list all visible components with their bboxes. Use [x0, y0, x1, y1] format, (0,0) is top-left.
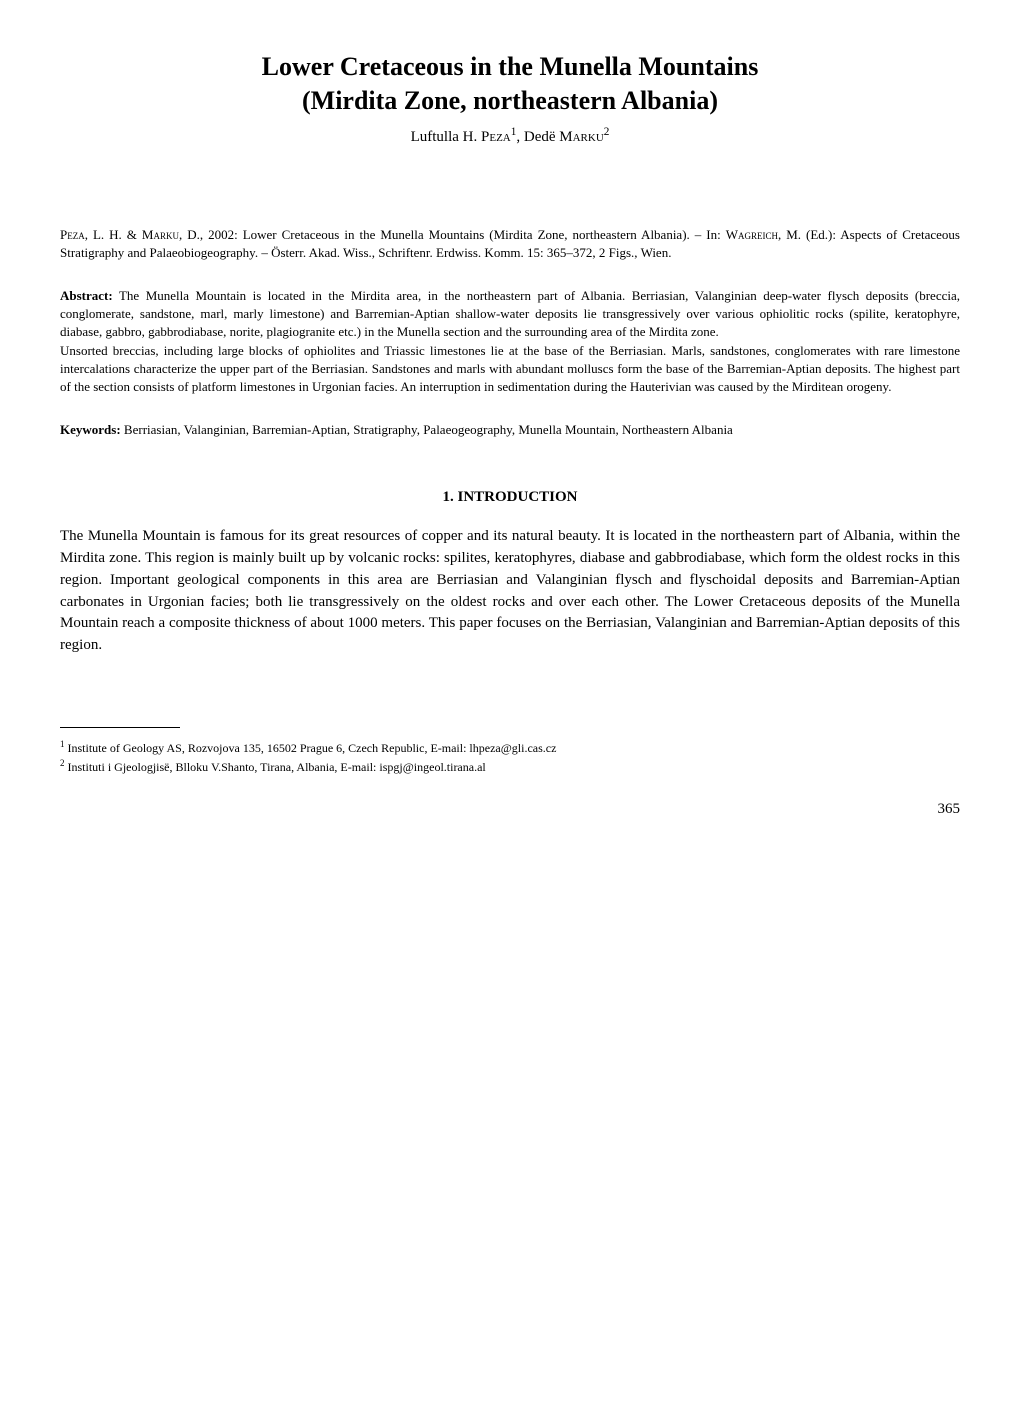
author1-surname: eza [489, 129, 510, 145]
citation-block: Peza, L. H. & Marku, D., 2002: Lower Cre… [60, 226, 960, 262]
footnote-1-text: Institute of Geology AS, Rozvojova 135, … [65, 741, 557, 755]
footnote-2-text: Instituti i Gjeologjisë, Blloku V.Shanto… [65, 760, 486, 774]
keywords-block: Keywords: Berriasian, Valanginian, Barre… [60, 421, 960, 439]
abstract-para1: The Munella Mountain is located in the M… [60, 288, 960, 339]
section-heading-introduction: 1. INTRODUCTION [60, 489, 960, 506]
abstract-label: Abstract: [60, 288, 113, 303]
title-line-2: (Mirdita Zone, northeastern Albania) [302, 86, 718, 115]
citation-author2: Marku [142, 227, 179, 242]
keywords-text: Berriasian, Valanginian, Barremian-Aptia… [121, 422, 733, 437]
citation-editor: Wagreich [726, 227, 778, 242]
authors-line: Luftulla H. Peza1, Dedë Marku2 [60, 126, 960, 146]
citation-text1: , L. H. & [85, 227, 142, 242]
author1-name: Luftulla H. P [411, 129, 490, 145]
title-line-1: Lower Cretaceous in the Munella Mountain… [262, 52, 759, 81]
footnote-2: 2 Instituti i Gjeologjisë, Blloku V.Shan… [60, 757, 960, 776]
author2-affil-sup: 2 [604, 126, 610, 138]
abstract-block: Abstract: The Munella Mountain is locate… [60, 287, 960, 396]
citation-text2: , D., 2002: Lower Cretaceous in the Mune… [179, 227, 726, 242]
page-number: 365 [60, 801, 960, 818]
author-separator: , [516, 129, 524, 145]
author2-name: Dedë M [524, 129, 573, 145]
author2-surname: arku [573, 129, 604, 145]
abstract-para2: Unsorted breccias, including large block… [60, 343, 960, 394]
footnote-1: 1 Institute of Geology AS, Rozvojova 135… [60, 738, 960, 757]
keywords-label: Keywords: [60, 422, 121, 437]
introduction-paragraph: The Munella Mountain is famous for its g… [60, 526, 960, 657]
paper-title: Lower Cretaceous in the Munella Mountain… [60, 50, 960, 118]
citation-author1: Peza [60, 227, 85, 242]
footnote-separator [60, 727, 180, 728]
